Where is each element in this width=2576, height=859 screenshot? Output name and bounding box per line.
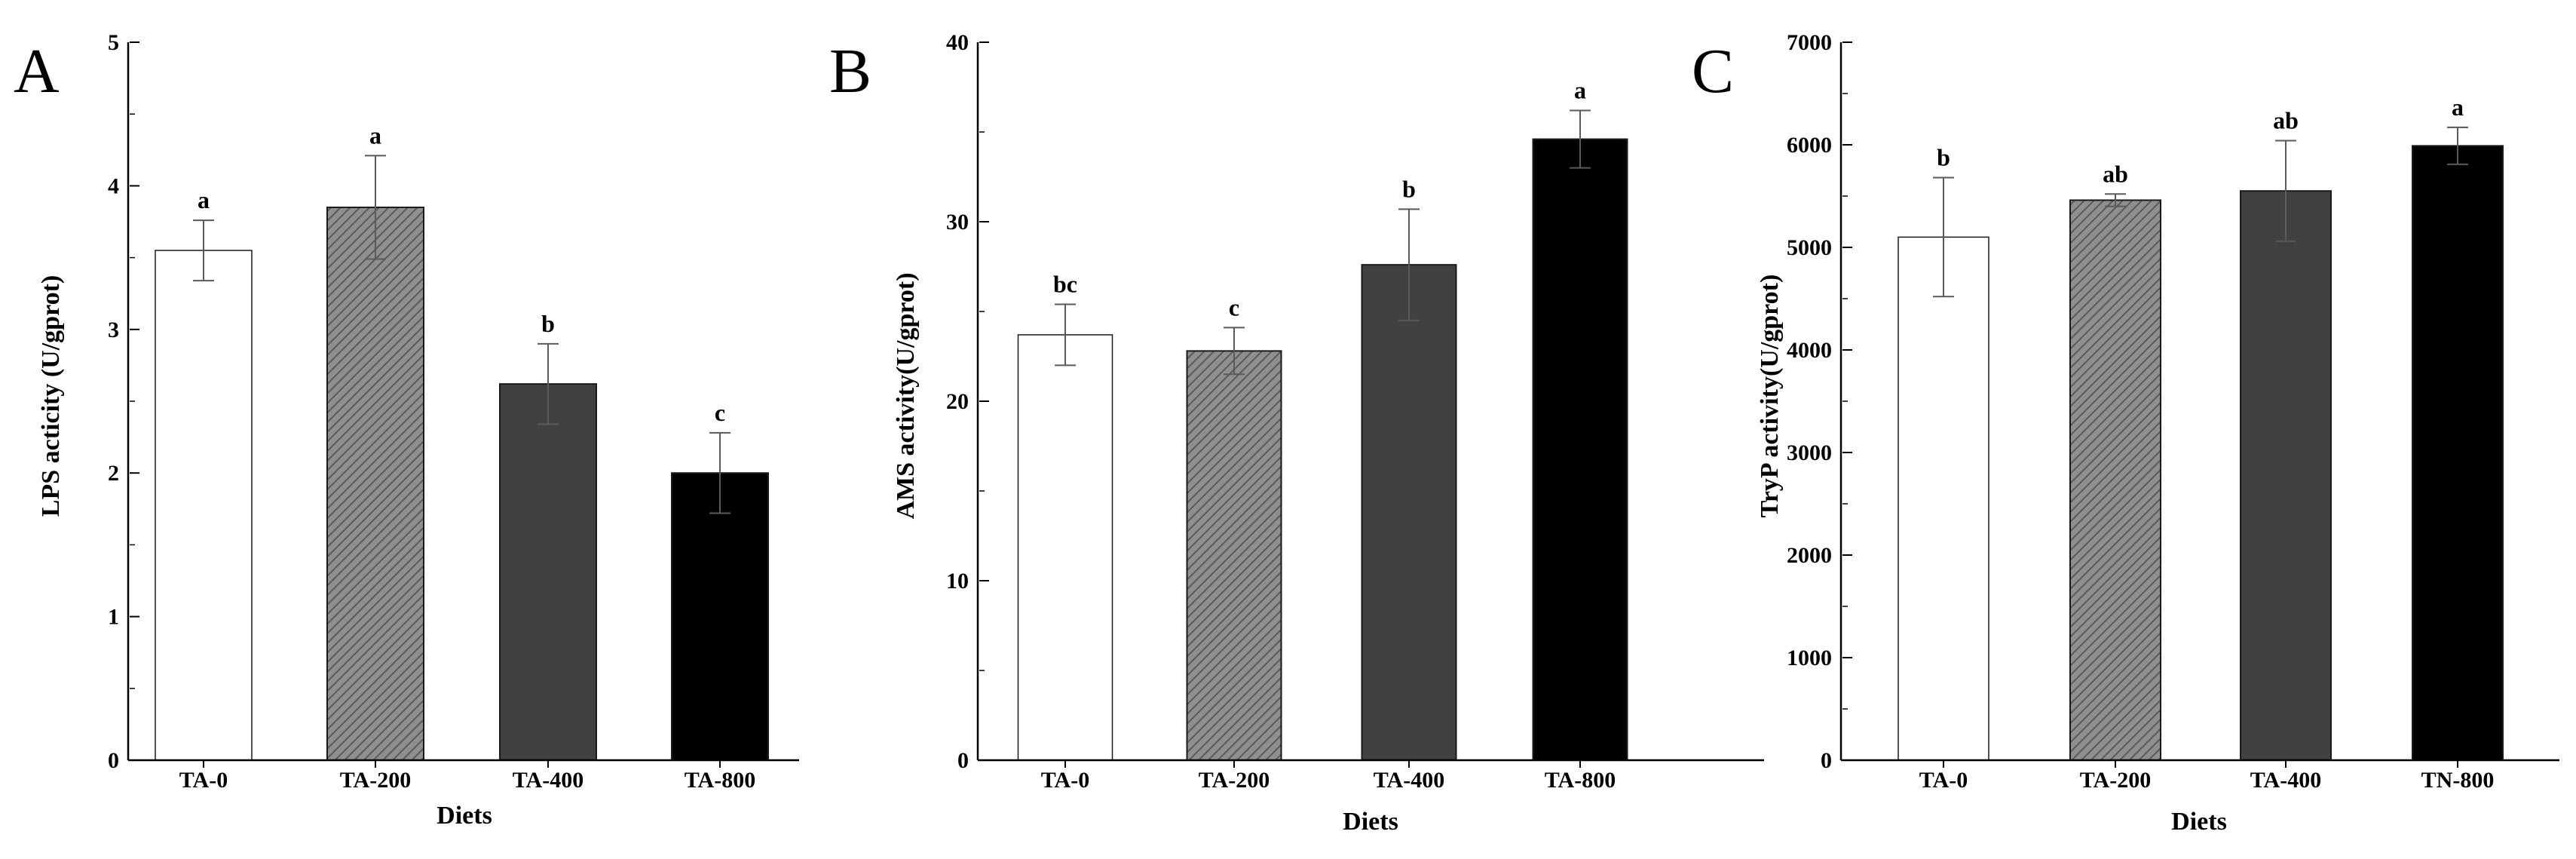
panel-b-xlabel: Diets [1343,808,1398,836]
panel-c-xlabel: Diets [2171,808,2227,836]
panel-b-ylabel: AMS activity(U/gprot) [892,272,920,519]
panel-c-significance-label: a [2452,94,2464,121]
panel-c-bar-tn-800 [2412,145,2504,762]
panel-a-letter: A [14,36,60,106]
panel-c-significance-label: b [1937,144,1950,171]
panel-b-y-tick-label: 20 [946,389,969,414]
panel-c-plot: b TA-0 ab TA-200 ab TA-400 a TN-800 0 1000 2000 300… [1787,30,2559,793]
panel-a-y-tick-label: 0 [108,748,119,773]
panel-a-bar-ta-200 [326,206,424,761]
panel-a-x-tick-label: TA-800 [685,768,755,793]
panel-b-y-tick-label: 40 [946,30,969,55]
panel-b-y-tick-label: 0 [957,748,969,773]
panel-c-x-tick-label: TA-0 [1919,768,1968,793]
panel-b-plot: bc TA-0 c TA-200 b TA-400 a TA-800 0 10 20 30 40 [946,30,1764,793]
panel-c-y-tick-label: 3000 [1787,440,1832,465]
panel-a-significance-label: a [198,186,210,213]
panel-a-y-tick-label: 5 [108,30,119,55]
panel-b-bar-ta-0 [1017,334,1113,761]
panel-b-letter: B [829,36,871,106]
panel-a-ylabel: LPS acticity (U/gprot) [37,275,65,517]
panel-b-x-tick-label: TA-0 [1041,768,1089,793]
panel-b-significance-label: c [1229,293,1239,321]
panel-c-y-tick-label: 4000 [1787,338,1832,363]
panel-c-y-tick-label: 2000 [1787,543,1832,568]
panel-b-bar-ta-800 [1532,138,1628,761]
panel-a-significance-label: c [715,399,725,426]
panel-a-y-tick-label: 3 [108,318,119,342]
panel-b-x-tick-label: TA-200 [1199,768,1270,793]
panel-a-y-tick-label: 4 [108,173,119,198]
panel-c-x-tick-label: TA-200 [2080,768,2151,793]
panel-c-y-tick-label: 6000 [1787,133,1832,158]
panel-b-bar-ta-400 [1361,264,1457,761]
panel-c-y-tick-label: 1000 [1787,646,1832,670]
panel-c-significance-label: ab [2273,107,2299,134]
panel-c-x-tick-label: TA-400 [2250,768,2321,793]
panel-a-bar-ta-400 [499,383,597,761]
panel-c-bar-ta-400 [2240,190,2332,761]
panel-c-bar-ta-200 [2069,199,2161,761]
panel-b-y-tick-label: 30 [946,210,969,235]
panel-a-x-tick-label: TA-200 [340,768,411,793]
panel-b-x-tick-label: TA-800 [1545,768,1616,793]
panel-c-y-tick-label: 7000 [1787,30,1832,55]
panel-c-letter: C [1692,36,1734,106]
panel-a-bar-ta-800 [671,472,769,761]
panel-b-significance-label: b [1402,175,1416,202]
panel-c: C TryP activity(U/gprot) Diets b TA-0 ab TA… [1692,30,2559,836]
panel-b-significance-label: bc [1053,270,1077,297]
panel-a-plot: a TA-0 a TA-200 b TA-400 c TA-800 0 1 2 3 4 5 [108,30,799,793]
panel-a-y-tick-label: 2 [108,461,119,486]
panel-a-x-tick-label: TA-0 [179,768,228,793]
panel-a: A LPS acticity (U/gprot) Diets a TA-0 a TA-… [14,30,799,830]
panel-b-y-tick-label: 10 [946,569,969,594]
panel-a-x-tick-label: TA-400 [513,768,584,793]
panel-a-y-tick-label: 1 [108,605,119,630]
panel-a-significance-label: b [541,310,555,337]
panel-c-bar-ta-0 [1898,236,1989,761]
panel-c-ylabel: TryP activity(U/gprot) [1756,275,1784,518]
panel-b: B AMS activity(U/gprot) Diets bc TA-0 c TA-… [829,30,1764,836]
panel-c-y-tick-label: 0 [1821,748,1832,773]
panel-c-x-tick-label: TN-800 [2421,768,2495,793]
panel-a-xlabel: Diets [436,802,492,830]
panel-a-significance-label: a [369,121,381,149]
panel-a-bar-ta-0 [155,250,253,761]
panel-c-y-tick-label: 5000 [1787,235,1832,260]
panel-b-x-tick-label: TA-400 [1374,768,1444,793]
panel-b-significance-label: a [1574,76,1586,103]
panel-c-significance-label: ab [2103,160,2128,187]
panel-b-bar-ta-200 [1186,350,1282,761]
